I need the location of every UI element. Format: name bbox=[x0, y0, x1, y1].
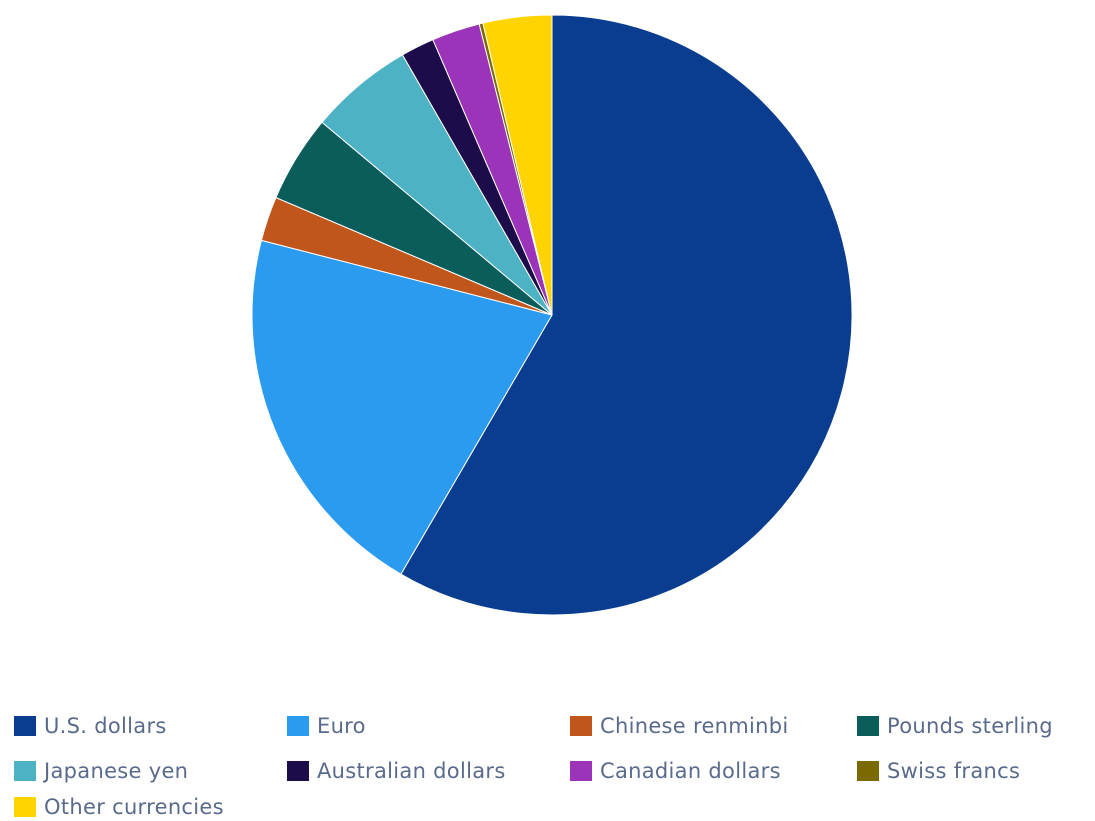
legend-item-pounds-sterling: Pounds sterling bbox=[857, 714, 1053, 738]
legend-label: Japanese yen bbox=[44, 759, 189, 783]
legend-swatch bbox=[14, 716, 36, 736]
legend-item-euro: Euro bbox=[287, 714, 366, 738]
legend-swatch bbox=[14, 797, 36, 817]
legend-swatch bbox=[857, 761, 879, 781]
legend-swatch bbox=[570, 716, 592, 736]
legend-label: Pounds sterling bbox=[887, 714, 1053, 738]
pie-slice-other-currencies bbox=[482, 14, 553, 316]
legend-swatch bbox=[857, 716, 879, 736]
legend-label: Australian dollars bbox=[317, 759, 506, 783]
legend-item-japanese-yen: Japanese yen bbox=[14, 759, 188, 783]
legend-item-us-dollars: U.S. dollars bbox=[14, 714, 167, 738]
legend-item-other-currencies: Other currencies bbox=[14, 795, 224, 819]
legend-item-australian-dollars: Australian dollars bbox=[287, 759, 506, 783]
legend-label: U.S. dollars bbox=[44, 714, 167, 738]
legend-swatch bbox=[570, 761, 592, 781]
legend-item-canadian-dollars: Canadian dollars bbox=[570, 759, 781, 783]
pie-slice-u-s-dollars bbox=[400, 14, 853, 616]
legend-label: Canadian dollars bbox=[600, 759, 781, 783]
legend-item-swiss-francs: Swiss francs bbox=[857, 759, 1020, 783]
legend-label: Swiss francs bbox=[887, 759, 1021, 783]
legend-label: Chinese renminbi bbox=[600, 714, 789, 738]
legend-swatch bbox=[287, 761, 309, 781]
legend-swatch bbox=[14, 761, 36, 781]
legend-swatch bbox=[287, 716, 309, 736]
legend-label: Euro bbox=[317, 714, 366, 738]
legend-item-chinese-renminbi: Chinese renminbi bbox=[570, 714, 789, 738]
pie-slice-euro bbox=[251, 239, 553, 575]
legend-label: Other currencies bbox=[44, 795, 224, 819]
